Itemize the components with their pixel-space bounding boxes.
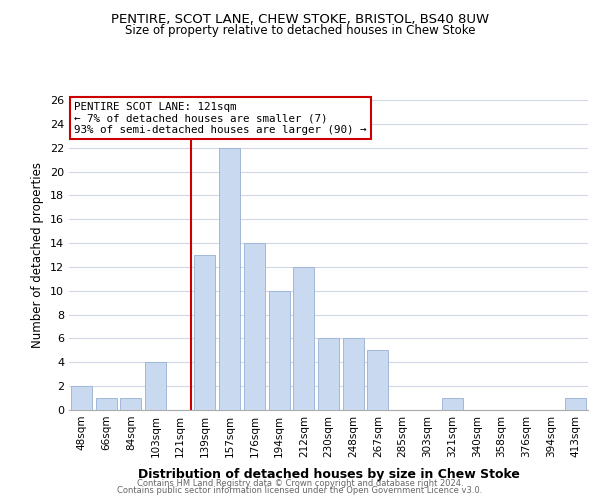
- Bar: [442, 398, 463, 410]
- Bar: [95, 398, 116, 410]
- Bar: [71, 386, 92, 410]
- X-axis label: Distribution of detached houses by size in Chew Stoke: Distribution of detached houses by size …: [137, 468, 520, 481]
- Bar: [120, 398, 141, 410]
- Bar: [219, 148, 240, 410]
- Text: Size of property relative to detached houses in Chew Stoke: Size of property relative to detached ho…: [125, 24, 475, 37]
- Text: PENTIRE SCOT LANE: 121sqm
← 7% of detached houses are smaller (7)
93% of semi-de: PENTIRE SCOT LANE: 121sqm ← 7% of detach…: [74, 102, 367, 134]
- Text: Contains public sector information licensed under the Open Government Licence v3: Contains public sector information licen…: [118, 486, 482, 495]
- Bar: [293, 267, 314, 410]
- Bar: [367, 350, 388, 410]
- Text: PENTIRE, SCOT LANE, CHEW STOKE, BRISTOL, BS40 8UW: PENTIRE, SCOT LANE, CHEW STOKE, BRISTOL,…: [111, 12, 489, 26]
- Bar: [565, 398, 586, 410]
- Y-axis label: Number of detached properties: Number of detached properties: [31, 162, 44, 348]
- Bar: [244, 243, 265, 410]
- Text: Contains HM Land Registry data © Crown copyright and database right 2024.: Contains HM Land Registry data © Crown c…: [137, 478, 463, 488]
- Bar: [343, 338, 364, 410]
- Bar: [269, 291, 290, 410]
- Bar: [194, 255, 215, 410]
- Bar: [318, 338, 339, 410]
- Bar: [145, 362, 166, 410]
